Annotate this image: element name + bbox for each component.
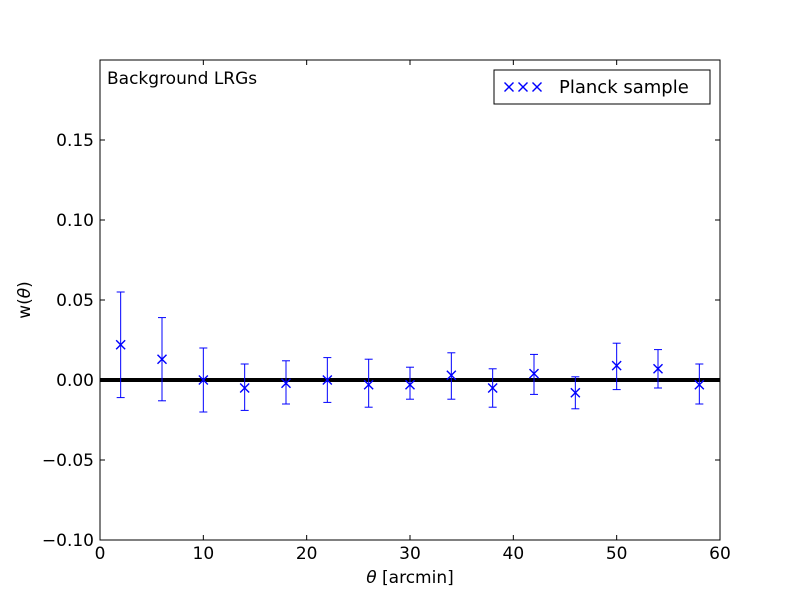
y-axis-label: w(θ) xyxy=(15,281,35,319)
data-point xyxy=(694,379,705,390)
data-point xyxy=(363,379,374,390)
data-point-stroke xyxy=(405,379,415,390)
data-point xyxy=(281,378,291,389)
y-tick-label: −0.10 xyxy=(42,531,94,551)
x-tick-label: 30 xyxy=(399,544,421,564)
y-tick-label: −0.05 xyxy=(42,451,94,471)
x-tick-label: 50 xyxy=(606,544,628,564)
data-point-stroke xyxy=(239,383,250,393)
y-axis-suffix: ) xyxy=(15,281,35,288)
data-point xyxy=(446,370,457,381)
data-point-stroke xyxy=(157,354,167,365)
x-tick-label: 40 xyxy=(503,544,525,564)
plot-annotation: Background LRGs xyxy=(107,69,257,89)
data-point xyxy=(239,383,250,393)
legend-marker xyxy=(518,82,528,92)
x-tick-label: 10 xyxy=(193,544,215,564)
x-axis-label: θ [arcmin] xyxy=(366,568,454,588)
data-point-stroke xyxy=(611,360,622,371)
legend-marker-stroke xyxy=(504,82,514,92)
axis-ticks: 0 10 20 30 40 50 60 −0.10 −0.05 0.00 0.05 0.10 0.15 xyxy=(42,60,731,564)
data-point xyxy=(570,387,581,398)
legend-marker xyxy=(504,82,514,92)
data-point-stroke xyxy=(115,339,126,350)
data-point-stroke xyxy=(570,387,581,398)
legend-label: Planck sample xyxy=(559,77,689,98)
data-point xyxy=(157,354,167,365)
data-point xyxy=(653,363,663,374)
data-point xyxy=(405,379,415,390)
data-point-stroke xyxy=(529,368,539,379)
plot-frame xyxy=(99,59,721,541)
data-point-stroke xyxy=(198,375,209,385)
data-point-stroke xyxy=(487,383,498,393)
x-axis-symbol: θ xyxy=(366,568,377,588)
legend-marker-stroke xyxy=(532,82,542,92)
x-tick-label: 60 xyxy=(709,544,731,564)
data-point xyxy=(115,339,126,350)
data-point-stroke xyxy=(281,378,291,389)
y-tick-label: 0.10 xyxy=(56,211,94,231)
data-point xyxy=(198,375,209,385)
data-point-stroke xyxy=(363,379,374,390)
data-point-stroke xyxy=(322,375,333,385)
data-point xyxy=(611,360,622,371)
data-point xyxy=(322,375,333,385)
x-tick-label: 20 xyxy=(296,544,318,564)
data-point-stroke xyxy=(446,370,457,381)
legend-box xyxy=(493,69,711,105)
legend-marker xyxy=(532,82,542,92)
legend-marker-stroke xyxy=(518,82,528,92)
x-axis-unit: [arcmin] xyxy=(377,568,454,588)
y-tick-label: 0.00 xyxy=(56,371,94,391)
legend-markers xyxy=(504,82,542,92)
y-axis-symbol: θ xyxy=(15,287,35,298)
legend: Planck sample xyxy=(493,69,711,105)
data-point xyxy=(487,383,498,393)
y-tick-label: 0.05 xyxy=(56,291,94,311)
data-point-stroke xyxy=(694,379,705,390)
y-axis-prefix: w( xyxy=(15,298,35,319)
x-tick-label: 0 xyxy=(95,544,106,564)
data-point xyxy=(529,368,539,379)
y-tick-label: 0.15 xyxy=(56,131,94,151)
data-point-stroke xyxy=(653,363,663,374)
plot-data-layer xyxy=(100,291,720,413)
